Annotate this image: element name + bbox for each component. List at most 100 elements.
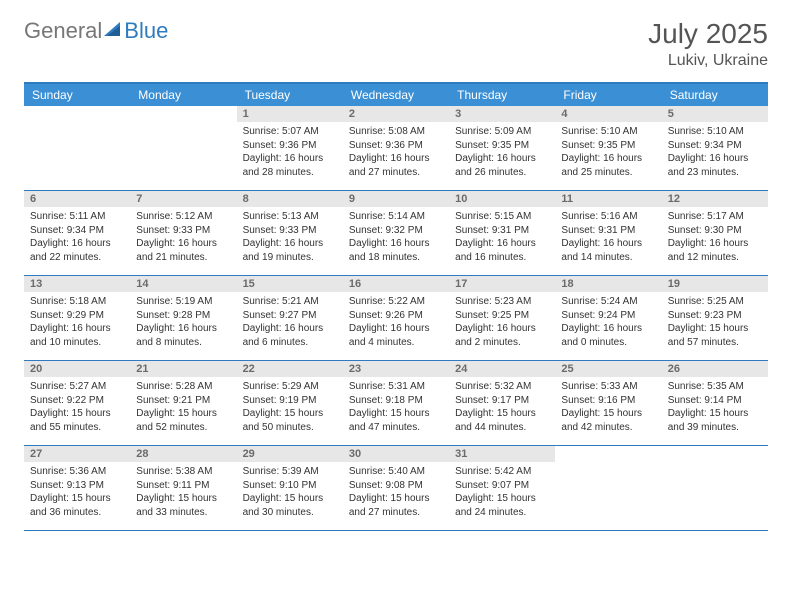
calendar: SundayMondayTuesdayWednesdayThursdayFrid… [24,82,768,531]
sunrise-text: Sunrise: 5:35 AM [668,380,762,394]
sunrise-text: Sunrise: 5:19 AM [136,295,230,309]
daylight-text-2: and 2 minutes. [455,336,549,350]
day-cell-31: 31Sunrise: 5:42 AMSunset: 9:07 PMDayligh… [449,446,555,530]
day-number: 7 [130,191,236,207]
day-number: 18 [555,276,661,292]
daylight-text-2: and 27 minutes. [349,166,443,180]
daylight-text-1: Daylight: 16 hours [668,152,762,166]
sunset-text: Sunset: 9:31 PM [455,224,549,238]
daylight-text-2: and 23 minutes. [668,166,762,180]
daylight-text-1: Daylight: 16 hours [561,152,655,166]
day-cell-14: 14Sunrise: 5:19 AMSunset: 9:28 PMDayligh… [130,276,236,360]
day-number: 14 [130,276,236,292]
daylight-text-2: and 57 minutes. [668,336,762,350]
daylight-text-1: Daylight: 16 hours [668,237,762,251]
day-cell-10: 10Sunrise: 5:15 AMSunset: 9:31 PMDayligh… [449,191,555,275]
sunrise-text: Sunrise: 5:14 AM [349,210,443,224]
day-body: Sunrise: 5:39 AMSunset: 9:10 PMDaylight:… [237,462,343,525]
week-row: 20Sunrise: 5:27 AMSunset: 9:22 PMDayligh… [24,361,768,446]
day-cell-22: 22Sunrise: 5:29 AMSunset: 9:19 PMDayligh… [237,361,343,445]
day-cell-19: 19Sunrise: 5:25 AMSunset: 9:23 PMDayligh… [662,276,768,360]
daylight-text-1: Daylight: 16 hours [30,322,124,336]
day-number: 2 [343,106,449,122]
day-number: 4 [555,106,661,122]
day-cell-3: 3Sunrise: 5:09 AMSunset: 9:35 PMDaylight… [449,106,555,190]
daylight-text-1: Daylight: 15 hours [30,492,124,506]
sunrise-text: Sunrise: 5:18 AM [30,295,124,309]
sunset-text: Sunset: 9:36 PM [349,139,443,153]
daylight-text-1: Daylight: 15 hours [561,407,655,421]
sunrise-text: Sunrise: 5:17 AM [668,210,762,224]
day-number: 30 [343,446,449,462]
sunset-text: Sunset: 9:26 PM [349,309,443,323]
daylight-text-2: and 8 minutes. [136,336,230,350]
sunrise-text: Sunrise: 5:16 AM [561,210,655,224]
daylight-text-1: Daylight: 15 hours [455,492,549,506]
sunset-text: Sunset: 9:25 PM [455,309,549,323]
day-body: Sunrise: 5:10 AMSunset: 9:35 PMDaylight:… [555,122,661,185]
daylight-text-2: and 27 minutes. [349,506,443,520]
day-number: 22 [237,361,343,377]
day-cell-23: 23Sunrise: 5:31 AMSunset: 9:18 PMDayligh… [343,361,449,445]
sunset-text: Sunset: 9:32 PM [349,224,443,238]
day-number: 16 [343,276,449,292]
sunset-text: Sunset: 9:23 PM [668,309,762,323]
week-row: ..1Sunrise: 5:07 AMSunset: 9:36 PMDaylig… [24,106,768,191]
day-number: 11 [555,191,661,207]
daylight-text-2: and 10 minutes. [30,336,124,350]
daylight-text-1: Daylight: 15 hours [349,492,443,506]
sunrise-text: Sunrise: 5:09 AM [455,125,549,139]
sunrise-text: Sunrise: 5:12 AM [136,210,230,224]
daylight-text-1: Daylight: 16 hours [30,237,124,251]
day-number: 31 [449,446,555,462]
logo-text-blue: Blue [124,18,168,44]
daylight-text-2: and 39 minutes. [668,421,762,435]
day-body: Sunrise: 5:13 AMSunset: 9:33 PMDaylight:… [237,207,343,270]
sunrise-text: Sunrise: 5:25 AM [668,295,762,309]
day-number: 26 [662,361,768,377]
day-body: Sunrise: 5:09 AMSunset: 9:35 PMDaylight:… [449,122,555,185]
daylight-text-1: Daylight: 15 hours [668,322,762,336]
day-cell-16: 16Sunrise: 5:22 AMSunset: 9:26 PMDayligh… [343,276,449,360]
sunset-text: Sunset: 9:28 PM [136,309,230,323]
day-number: 24 [449,361,555,377]
day-body: Sunrise: 5:15 AMSunset: 9:31 PMDaylight:… [449,207,555,270]
sunrise-text: Sunrise: 5:39 AM [243,465,337,479]
sunset-text: Sunset: 9:11 PM [136,479,230,493]
daylight-text-2: and 22 minutes. [30,251,124,265]
daylight-text-1: Daylight: 16 hours [349,237,443,251]
daylight-text-2: and 16 minutes. [455,251,549,265]
day-body: Sunrise: 5:11 AMSunset: 9:34 PMDaylight:… [24,207,130,270]
day-body: Sunrise: 5:33 AMSunset: 9:16 PMDaylight:… [555,377,661,440]
day-cell-8: 8Sunrise: 5:13 AMSunset: 9:33 PMDaylight… [237,191,343,275]
daylight-text-1: Daylight: 16 hours [561,322,655,336]
dayname-tuesday: Tuesday [237,84,343,106]
sunset-text: Sunset: 9:19 PM [243,394,337,408]
sunrise-text: Sunrise: 5:32 AM [455,380,549,394]
sunset-text: Sunset: 9:34 PM [30,224,124,238]
dayname-wednesday: Wednesday [343,84,449,106]
daylight-text-2: and 21 minutes. [136,251,230,265]
dayname-sunday: Sunday [24,84,130,106]
sunset-text: Sunset: 9:13 PM [30,479,124,493]
day-cell-24: 24Sunrise: 5:32 AMSunset: 9:17 PMDayligh… [449,361,555,445]
sunrise-text: Sunrise: 5:28 AM [136,380,230,394]
day-body: Sunrise: 5:22 AMSunset: 9:26 PMDaylight:… [343,292,449,355]
daylight-text-2: and 30 minutes. [243,506,337,520]
day-number: 27 [24,446,130,462]
sunrise-text: Sunrise: 5:22 AM [349,295,443,309]
header: General Blue July 2025 Lukiv, Ukraine [24,18,768,70]
daylight-text-1: Daylight: 16 hours [349,152,443,166]
daylight-text-1: Daylight: 16 hours [561,237,655,251]
day-number: 8 [237,191,343,207]
day-number: 29 [237,446,343,462]
day-body: Sunrise: 5:32 AMSunset: 9:17 PMDaylight:… [449,377,555,440]
day-body: Sunrise: 5:21 AMSunset: 9:27 PMDaylight:… [237,292,343,355]
day-number: 10 [449,191,555,207]
title-block: July 2025 Lukiv, Ukraine [648,18,768,70]
sunset-text: Sunset: 9:30 PM [668,224,762,238]
day-body: Sunrise: 5:14 AMSunset: 9:32 PMDaylight:… [343,207,449,270]
empty-cell: . [555,446,661,530]
day-cell-15: 15Sunrise: 5:21 AMSunset: 9:27 PMDayligh… [237,276,343,360]
daylight-text-2: and 18 minutes. [349,251,443,265]
